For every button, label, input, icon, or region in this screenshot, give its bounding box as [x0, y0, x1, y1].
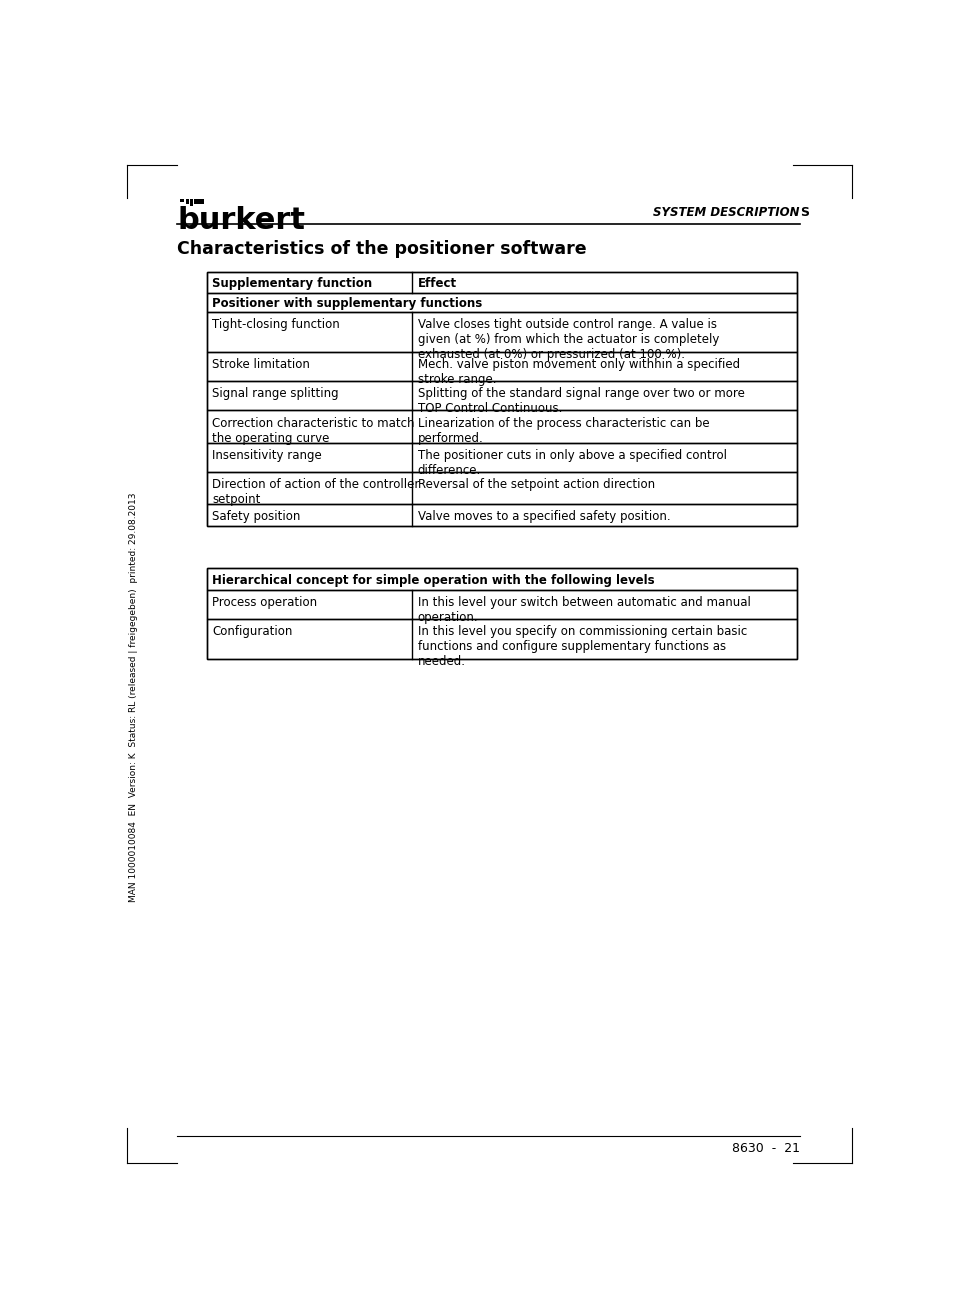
Text: Reversal of the setpoint action direction: Reversal of the setpoint action directio… — [417, 479, 654, 490]
Text: S: S — [799, 206, 808, 220]
Bar — [207, 272, 797, 293]
Bar — [207, 568, 797, 659]
Bar — [207, 443, 797, 472]
Bar — [207, 472, 797, 504]
Text: Insensitivity range: Insensitivity range — [212, 448, 322, 462]
Bar — [193, 200, 204, 204]
Text: Configuration: Configuration — [212, 625, 293, 638]
Text: Effect: Effect — [417, 277, 456, 291]
Text: Characteristics of the positioner software: Characteristics of the positioner softwa… — [177, 241, 586, 258]
Bar — [207, 312, 797, 352]
Text: Signal range splitting: Signal range splitting — [212, 387, 338, 400]
Text: Valve closes tight outside control range. A value is
given (at %) from which the: Valve closes tight outside control range… — [417, 318, 719, 360]
Text: Splitting of the standard signal range over two or more
TOP Control Continuous.: Splitting of the standard signal range o… — [417, 387, 743, 416]
Bar — [207, 589, 797, 619]
Text: SYSTEM DESCRIPTION: SYSTEM DESCRIPTION — [653, 206, 799, 220]
Text: Tight-closing function: Tight-closing function — [212, 318, 339, 331]
Text: In this level your switch between automatic and manual
operation.: In this level your switch between automa… — [417, 596, 750, 623]
Text: The positioner cuts in only above a specified control
difference.: The positioner cuts in only above a spec… — [417, 448, 726, 477]
Text: 8630  -  21: 8630 - 21 — [731, 1141, 799, 1155]
Bar — [207, 272, 797, 526]
Bar — [207, 410, 797, 443]
Text: In this level you specify on commissioning certain basic
functions and configure: In this level you specify on commissioni… — [417, 625, 746, 668]
Bar — [190, 200, 193, 205]
Text: Hierarchical concept for simple operation with the following levels: Hierarchical concept for simple operatio… — [212, 573, 654, 586]
Text: Linearization of the process characteristic can be
performed.: Linearization of the process characteris… — [417, 417, 708, 444]
Text: Direction of action of the controller
setpoint: Direction of action of the controller se… — [212, 479, 419, 506]
Bar — [207, 568, 797, 589]
Bar — [207, 504, 797, 526]
Text: Correction characteristic to match
the operating curve: Correction characteristic to match the o… — [212, 417, 415, 444]
Bar — [207, 619, 797, 659]
Bar — [207, 381, 797, 410]
Text: MAN 1000010084  EN  Version: K  Status: RL (released | freigegeben)  printed: 29: MAN 1000010084 EN Version: K Status: RL … — [129, 492, 137, 902]
Text: Supplementary function: Supplementary function — [212, 277, 372, 291]
Text: Mech. valve piston movement only withhin a specified
stroke range.: Mech. valve piston movement only withhin… — [417, 358, 739, 387]
Bar — [179, 200, 184, 203]
Text: burkert: burkert — [177, 205, 305, 234]
Text: Positioner with supplementary functions: Positioner with supplementary functions — [212, 297, 482, 310]
Bar — [207, 293, 797, 312]
Text: Valve moves to a specified safety position.: Valve moves to a specified safety positi… — [417, 510, 670, 523]
Bar — [207, 352, 797, 381]
Text: Process operation: Process operation — [212, 596, 317, 609]
Text: Safety position: Safety position — [212, 510, 300, 523]
Text: Stroke limitation: Stroke limitation — [212, 358, 310, 371]
Bar — [186, 200, 189, 204]
